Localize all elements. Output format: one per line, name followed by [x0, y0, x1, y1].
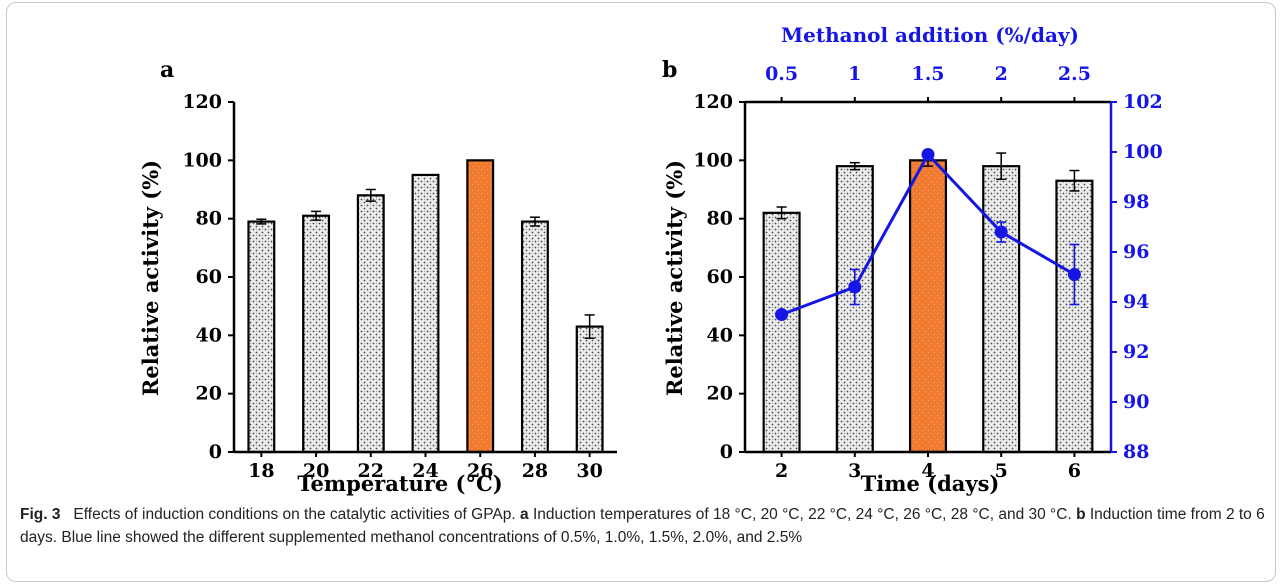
error-bar-18: [256, 218, 267, 225]
error-bar-3: [849, 161, 860, 171]
methanol-point-0.5: [775, 308, 789, 321]
panel-a-y-axis-label: Relative activity (%): [138, 160, 163, 396]
error-bar-6: [1069, 169, 1080, 192]
panel-b-x-axis-label: Time (days): [861, 471, 1000, 496]
secondary-y-tick-label: 94: [1123, 291, 1149, 313]
panel-a-label: a: [160, 57, 174, 83]
bar-30: [575, 325, 604, 454]
bar-26: [466, 159, 495, 454]
secondary-x-tick-label: 1.5: [911, 63, 944, 85]
bar-5: [982, 165, 1021, 454]
panel-b-y-axis-label: Relative activity (%): [662, 160, 687, 396]
error-bar-22: [365, 188, 376, 202]
x-tick-label: 5: [995, 460, 1008, 482]
caption-panel-a-label: a: [520, 506, 529, 523]
bar-20: [302, 214, 331, 454]
x-tick-label: 28: [522, 460, 548, 482]
caption-panel-b-label: b: [1076, 506, 1086, 523]
error-bar-20: [311, 210, 322, 221]
secondary-y-tick-label: 92: [1123, 341, 1149, 363]
bar-4: [908, 159, 948, 454]
methanol-point-1: [848, 280, 862, 294]
error-bar-2: [776, 206, 787, 220]
y-tick-label: 60: [196, 266, 222, 288]
y-tick-label: 120: [693, 91, 733, 113]
y-tick-label: 60: [707, 266, 733, 288]
y-tick-label: 80: [707, 208, 733, 230]
secondary-y-tick-label: 90: [1123, 391, 1149, 413]
y-tick-label: 0: [209, 441, 222, 463]
x-tick-label: 3: [848, 460, 861, 482]
methanol-point-1.5: [921, 148, 935, 161]
secondary-y-tick-label: 88: [1123, 441, 1149, 463]
panel-a-x-axis-label: Temperature (°C): [297, 471, 502, 496]
x-tick-label: 26: [467, 460, 493, 482]
bar-6: [1055, 179, 1094, 454]
y-tick-label: 20: [707, 383, 733, 405]
bar-2: [762, 211, 801, 454]
x-tick-label: 6: [1068, 460, 1081, 482]
error-bar-28: [529, 216, 540, 227]
methanol-point-2.5: [1067, 268, 1081, 281]
caption-panel-a-text: Induction temperatures of 18 °C, 20 °C, …: [532, 506, 1072, 523]
panel-b-label: b: [662, 57, 677, 83]
x-tick-label: 24: [412, 460, 438, 482]
x-tick-label: 20: [303, 460, 329, 482]
panel-b-chart: b Methanol addition (%/day) 0 20 40 60 80 100…: [662, 23, 1163, 496]
caption-main-text: Effects of induction conditions on the c…: [73, 506, 516, 523]
y-tick-label: 80: [196, 208, 222, 230]
panel-a-chart: a 0 20 40 60 80 100 120 18 20 22 24 26 28 30 Tempera…: [138, 57, 617, 496]
y-tick-label: 120: [182, 91, 222, 113]
panel-b-secondary-axis-title: Methanol addition (%/day): [781, 23, 1079, 47]
caption-panel-b-text: Induction time from 2 to 6 days. Blue li…: [20, 506, 1265, 546]
bar-3: [835, 165, 874, 454]
secondary-x-tick-label: 2.5: [1058, 63, 1091, 85]
secondary-y-tick-label: 96: [1123, 241, 1149, 263]
y-tick-label: 0: [720, 441, 733, 463]
y-tick-label: 40: [707, 324, 733, 346]
y-tick-label: 40: [196, 324, 222, 346]
x-tick-label: 18: [248, 460, 274, 482]
y-tick-label: 100: [182, 149, 222, 171]
y-tick-label: 20: [196, 383, 222, 405]
secondary-y-tick-label: 102: [1123, 91, 1163, 113]
y-tick-label: 100: [693, 149, 733, 171]
secondary-y-tick-label: 100: [1123, 141, 1163, 163]
figure-caption: Fig. 3 Effects of induction conditions o…: [20, 503, 1270, 549]
secondary-x-tick-label: 1: [848, 63, 861, 85]
x-tick-label: 30: [576, 460, 602, 482]
x-tick-label: 4: [921, 460, 934, 482]
x-tick-label: 22: [358, 460, 384, 482]
secondary-x-tick-label: 2: [995, 63, 1008, 85]
bar-18: [247, 220, 276, 454]
caption-figure-label: Fig. 3: [20, 506, 61, 523]
secondary-x-tick-label: 0.5: [765, 63, 798, 85]
bar-28: [520, 220, 549, 454]
error-bar-30: [584, 314, 595, 339]
methanol-point-2: [994, 225, 1008, 239]
bar-22: [356, 194, 385, 454]
bar-24: [411, 173, 440, 454]
secondary-y-tick-label: 98: [1123, 191, 1149, 213]
x-tick-label: 2: [775, 460, 788, 482]
error-bar-5: [996, 152, 1007, 181]
